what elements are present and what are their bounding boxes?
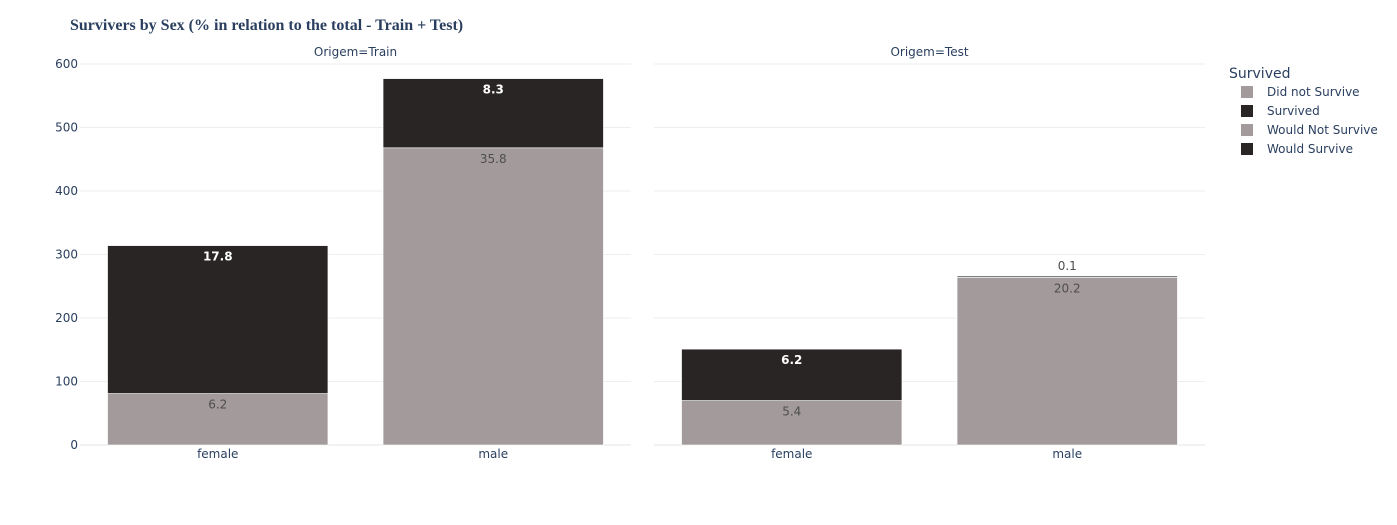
x-tick-label: female [197, 447, 238, 461]
bar-data-label: 6.2 [781, 353, 802, 367]
bar-data-label: 5.4 [782, 405, 801, 419]
legend: Survived Did not Survive Survived Would Not… [1229, 66, 1378, 156]
facet-panel: Origem=Train 6.2 17.8 female 35.8 8.3 male [80, 45, 631, 461]
legend-title: Survived [1229, 66, 1290, 82]
facet-title: Origem=Train [314, 45, 397, 59]
y-tick-label: 200 [55, 311, 78, 325]
x-tick-label: male [478, 447, 508, 461]
bar-male-survived[interactable] [382, 78, 604, 149]
bar-female-would-not-survive[interactable] [681, 400, 903, 446]
legend-label: Would Survive [1267, 142, 1353, 156]
y-tick-label: 0 [70, 438, 78, 452]
bar-data-label: 17.8 [203, 250, 233, 264]
facet-panel: Origem=Test 5.4 6.2 female 20.2 0.1 male [654, 45, 1205, 461]
legend-item[interactable]: Did not Survive [1241, 85, 1360, 99]
bar-data-label: 35.8 [480, 152, 507, 166]
y-tick-label: 600 [55, 57, 78, 71]
legend-label: Survived [1267, 104, 1320, 118]
y-tick-label: 500 [55, 121, 78, 135]
legend-item[interactable]: Survived [1241, 104, 1320, 118]
facet-title: Origem=Test [890, 45, 968, 59]
legend-label: Would Not Survive [1267, 123, 1378, 137]
legend-swatch [1241, 86, 1253, 98]
chart-title: Survivers by Sex (% in relation to the t… [70, 17, 463, 34]
bar-male-would-not-survive[interactable] [956, 277, 1178, 446]
bar-male-would-survive[interactable] [956, 275, 1178, 278]
bar-data-label: 8.3 [483, 83, 504, 97]
bar-female-did-not-survive[interactable] [107, 393, 329, 446]
x-tick-label: female [771, 447, 812, 461]
bar-female-survived[interactable] [107, 245, 329, 394]
bar-data-label: 20.2 [1054, 281, 1081, 295]
legend-item[interactable]: Would Survive [1241, 142, 1353, 156]
y-tick-label: 100 [55, 375, 78, 389]
legend-swatch [1241, 105, 1253, 117]
legend-item[interactable]: Would Not Survive [1241, 123, 1378, 137]
legend-swatch [1241, 124, 1253, 136]
x-tick-label: male [1052, 447, 1082, 461]
legend-label: Did not Survive [1267, 85, 1360, 99]
legend-swatch [1241, 143, 1253, 155]
bar-male-did-not-survive[interactable] [382, 147, 604, 446]
y-tick-label: 400 [55, 184, 78, 198]
bar-female-would-survive[interactable] [681, 348, 903, 401]
y-tick-label: 300 [55, 248, 78, 262]
bar-data-label: 0.1 [1058, 259, 1077, 273]
bar-data-label: 6.2 [208, 398, 227, 412]
